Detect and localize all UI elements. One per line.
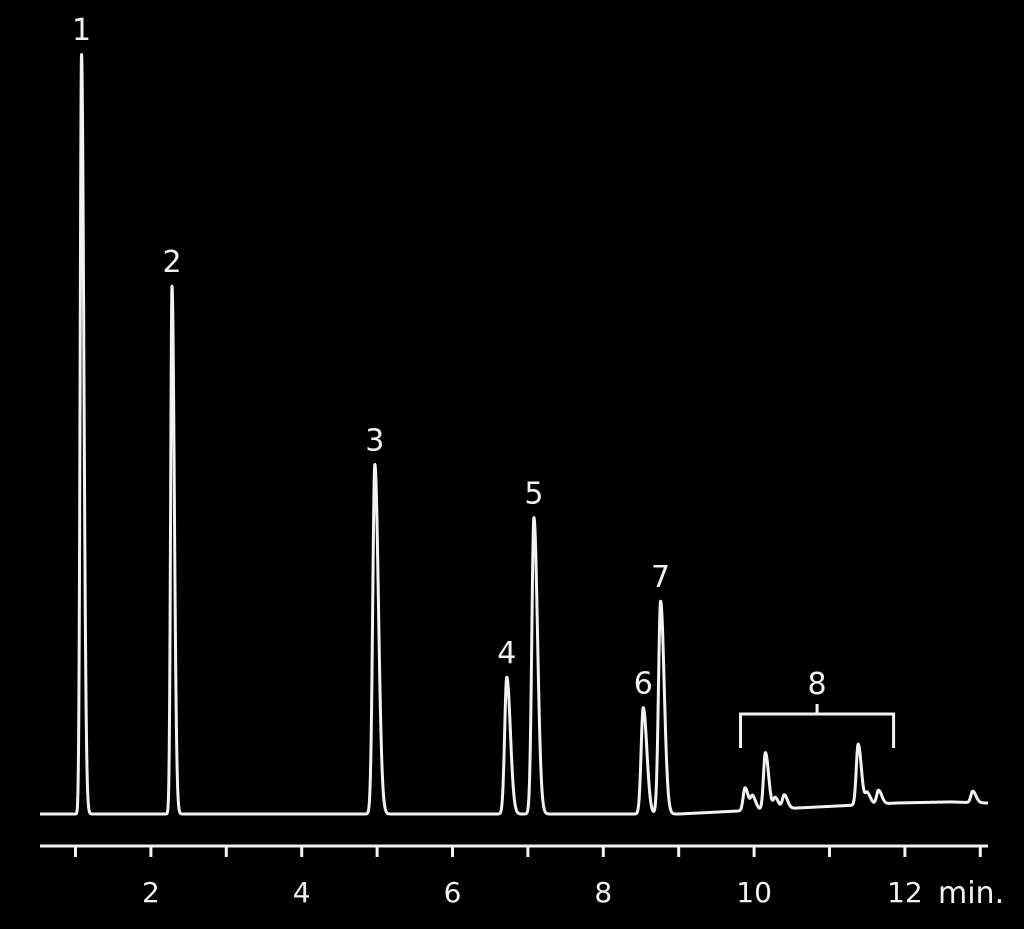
peak-group-bracket: [739, 704, 896, 748]
peak-label-layer: 1 2 3 4 5 6 7: [72, 13, 670, 702]
peak-label-3: 3: [365, 423, 384, 458]
peak-group-layer: 8: [739, 667, 896, 748]
x-axis-unit-label: min.: [938, 876, 1004, 911]
x-axis-tick-label: 2: [142, 876, 160, 909]
trace-layer: [38, 53, 990, 816]
x-axis-tick-label: 10: [736, 876, 772, 909]
peak-label-4: 4: [497, 636, 516, 671]
x-axis-tick-label: 4: [293, 876, 311, 909]
x-axis-tick-label: 8: [594, 876, 612, 909]
peak-label-5: 5: [524, 477, 543, 512]
x-axis-tick-label: 6: [444, 876, 462, 909]
peak-label-6: 6: [634, 667, 653, 702]
peak-label-7: 7: [651, 560, 670, 595]
x-axis-tick-label: 12: [887, 876, 923, 909]
peak-label-1: 1: [72, 13, 91, 48]
x-axis: 2 4 6 8 10 12: [40, 844, 988, 909]
chromatogram-trace: [38, 53, 990, 816]
peak-group-label: 8: [808, 667, 827, 702]
peak-label-2: 2: [162, 245, 181, 280]
